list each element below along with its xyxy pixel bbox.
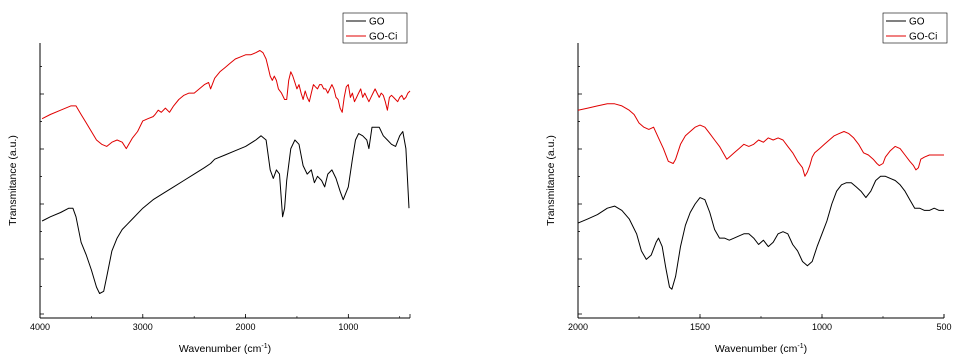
legend: GO GO-Ci (342, 12, 408, 44)
x-axis-title: Wavenumber (cm-1) (715, 343, 807, 355)
x-tick-label: 4000 (30, 322, 50, 332)
series-line-go (41, 126, 410, 294)
x-tick-label: 1000 (812, 322, 832, 332)
chart-panel-0: 4000 3000 2000 1000 Wavenumber (cm-1) Transmi… (7, 12, 411, 355)
legend-box (342, 12, 408, 44)
chart-panel-1: 2000 1500 1000 500 Wavenumber (cm-1) Transmit… (545, 12, 952, 355)
legend: GO GO-Ci (882, 12, 948, 44)
legend-label-go-ci: GO-Ci (909, 32, 937, 43)
series-line-go (577, 175, 944, 290)
x-tick-label: 2000 (568, 322, 588, 332)
series-line-go-ci (41, 50, 411, 150)
x-tick-label: 3000 (133, 322, 153, 332)
x-tick-label: 1500 (690, 322, 710, 332)
y-axis-title: Transmitance (a.u.) (7, 135, 19, 226)
x-tick-label: 500 (936, 322, 951, 332)
legend-label-go: GO (369, 17, 385, 28)
x-tick-label: 1000 (338, 322, 358, 332)
x-tick-label: 2000 (236, 322, 256, 332)
legend-label-go-ci: GO-Ci (369, 32, 397, 43)
legend-label-go: GO (909, 17, 925, 28)
legend-box (882, 12, 948, 44)
y-axis-title: Transmitance (a.u.) (545, 135, 557, 226)
series-line-go-ci (577, 103, 944, 177)
x-axis-title: Wavenumber (cm-1) (179, 343, 271, 355)
